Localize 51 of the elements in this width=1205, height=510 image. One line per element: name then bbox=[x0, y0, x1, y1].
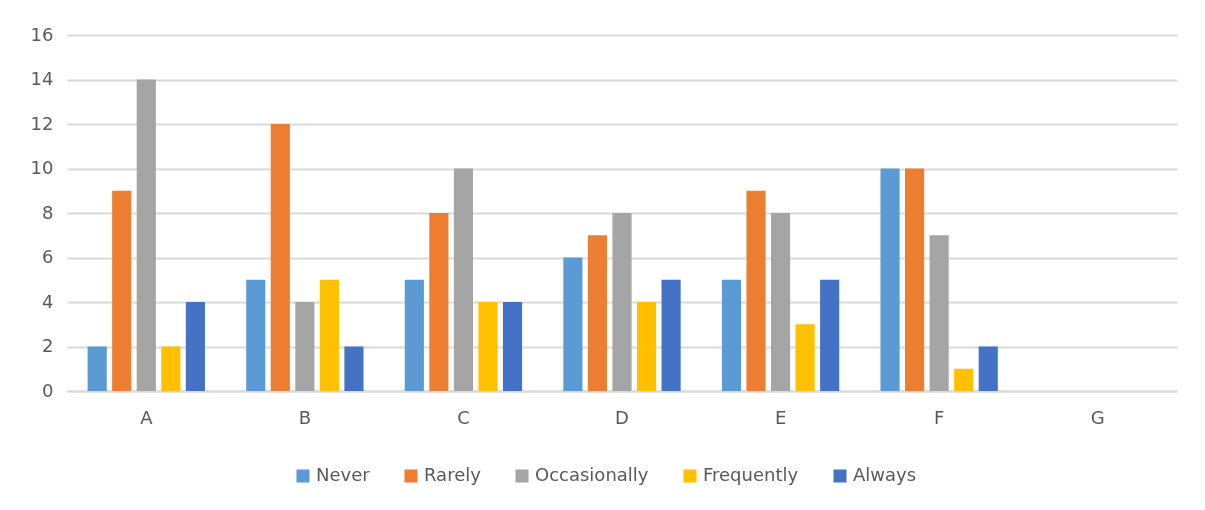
x-tick-label: A bbox=[140, 406, 154, 428]
x-tick-label: B bbox=[298, 406, 312, 428]
bar bbox=[929, 235, 949, 391]
y-tick-label: 2 bbox=[42, 335, 54, 356]
bar bbox=[905, 168, 925, 391]
x-tick-label: D bbox=[615, 406, 629, 428]
legend-label: Frequently bbox=[703, 464, 799, 485]
bar bbox=[661, 279, 681, 391]
y-tick-label: 4 bbox=[42, 290, 54, 312]
bar bbox=[112, 190, 132, 391]
bar bbox=[136, 79, 156, 391]
bar bbox=[87, 346, 107, 391]
y-tick-label: 10 bbox=[30, 157, 54, 178]
bar bbox=[820, 279, 840, 391]
legend-label: Occasionally bbox=[535, 464, 649, 485]
x-tick-label: E bbox=[774, 406, 787, 428]
bar bbox=[563, 257, 583, 391]
bar bbox=[795, 324, 815, 391]
y-tick-label: 14 bbox=[30, 68, 54, 89]
bar bbox=[721, 279, 742, 391]
x-tick-label: F bbox=[933, 406, 945, 428]
legend-label: Always bbox=[853, 464, 917, 485]
bar bbox=[502, 302, 523, 391]
bar bbox=[978, 346, 998, 391]
bar bbox=[161, 346, 181, 391]
y-tick-label: 0 bbox=[42, 379, 54, 401]
bar bbox=[771, 213, 791, 391]
y-tick-label: 6 bbox=[42, 246, 54, 267]
bar bbox=[270, 124, 290, 391]
bar bbox=[404, 279, 424, 391]
bar bbox=[246, 279, 266, 391]
bar bbox=[453, 168, 473, 391]
bar bbox=[344, 346, 364, 391]
bar bbox=[636, 302, 657, 391]
bar bbox=[429, 213, 449, 391]
bar bbox=[295, 302, 315, 391]
x-tick-label: G bbox=[1090, 406, 1105, 428]
bar bbox=[746, 190, 766, 391]
legend-label: Never bbox=[316, 464, 371, 485]
bar bbox=[612, 213, 632, 391]
bar bbox=[319, 279, 339, 391]
y-tick-label: 8 bbox=[42, 201, 54, 223]
y-tick-label: 16 bbox=[30, 23, 54, 45]
bar bbox=[478, 302, 498, 391]
y-tick-label: 12 bbox=[30, 112, 54, 134]
x-tick-label: C bbox=[457, 406, 470, 428]
bar bbox=[587, 235, 608, 391]
bar bbox=[954, 368, 974, 391]
bar bbox=[880, 168, 900, 391]
bar bbox=[185, 302, 205, 391]
legend-label: Rarely bbox=[424, 464, 482, 485]
